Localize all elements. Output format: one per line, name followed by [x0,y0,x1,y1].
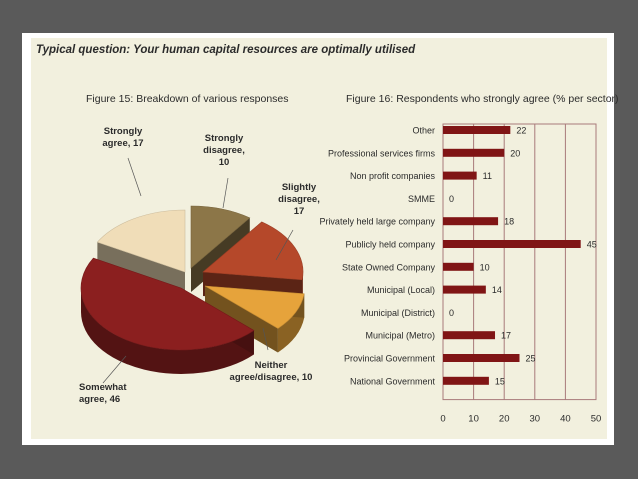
pie-slice-label: Slightly disagree, 17 [278,182,320,217]
pie-slice-edge [205,286,278,353]
x-tick-label: 0 [440,414,445,425]
pie-leader-line [102,355,127,384]
category-label: Provincial Government [344,354,436,364]
pie-leader-line [275,229,294,261]
bar-value-label: 45 [587,240,597,250]
bar-value-label: 11 [483,171,492,181]
bar-value-label: 15 [495,376,505,386]
x-tick-label: 30 [530,414,541,425]
bar-value-label: 20 [510,148,520,158]
pie-slice [80,257,255,351]
pie-slice-side [277,293,305,353]
plot-frame [442,123,597,401]
pie-chart: Strongly agree, 17 Strongly disagree, 10 Slig… [79,126,320,405]
pie-slice [190,205,251,269]
slide: Typical question: Your human capital res… [22,33,619,445]
category-label: State Owned Company [342,262,436,272]
bar-value-label: 0 [449,308,454,318]
question-title: Typical question: Your human capital res… [36,44,416,56]
category-label: Non profit companies [350,171,436,181]
pie-slice-side [81,288,254,374]
bar [443,331,496,340]
x-tick-label: 10 [468,414,479,425]
category-label: SMME [408,194,435,204]
category-label: Publicly held company [345,240,435,250]
pie-chart-title: Figure 15: Breakdown of various response… [86,93,289,105]
bar-value-label: 14 [492,285,502,295]
category-label: Municipal (Metro) [365,331,435,341]
bar [443,354,520,362]
pie-slice [202,221,304,281]
pie-slice [96,209,186,273]
x-tick-label: 50 [591,414,602,425]
category-label: Municipal (District) [361,308,435,318]
category-label: Professional services firms [328,148,436,158]
pie-leader-line [222,177,229,209]
pie-slice [204,285,305,329]
category-label: Other [412,126,435,136]
bar [443,148,505,157]
category-label: Municipal (Local) [367,285,435,295]
bar-value-label: 25 [526,354,536,364]
pie-slice-label: Neither agree/disagree, 10 [230,360,313,383]
bar [443,285,486,294]
bar-value-label: 18 [504,217,514,227]
pie-slice-label: Somewhat agree, 46 [79,382,127,405]
bar [443,171,477,180]
pie-leader-line [262,327,269,351]
bar-value-label: 22 [516,126,526,136]
chart-panel: Typical question: Your human capital res… [31,38,619,439]
bar [443,240,581,248]
bar-value-label: 17 [501,331,511,341]
bar-chart-title: Figure 16: Respondents who strongly agre… [346,93,619,105]
pie-slice-label: Strongly disagree, 10 [203,133,245,168]
bar [443,376,489,385]
bar-value-label: 0 [449,194,454,204]
pie-leader-line [127,157,142,197]
category-label: National Government [350,376,436,386]
x-tick-label: 20 [499,414,510,425]
x-tick-label: 40 [560,414,571,425]
pie-slice-label: Strongly agree, 17 [102,126,143,149]
bar [443,262,474,271]
bar [443,126,511,134]
bar [443,217,499,226]
bar-value-label: 10 [480,262,490,272]
category-label: Privately held large company [319,217,435,227]
